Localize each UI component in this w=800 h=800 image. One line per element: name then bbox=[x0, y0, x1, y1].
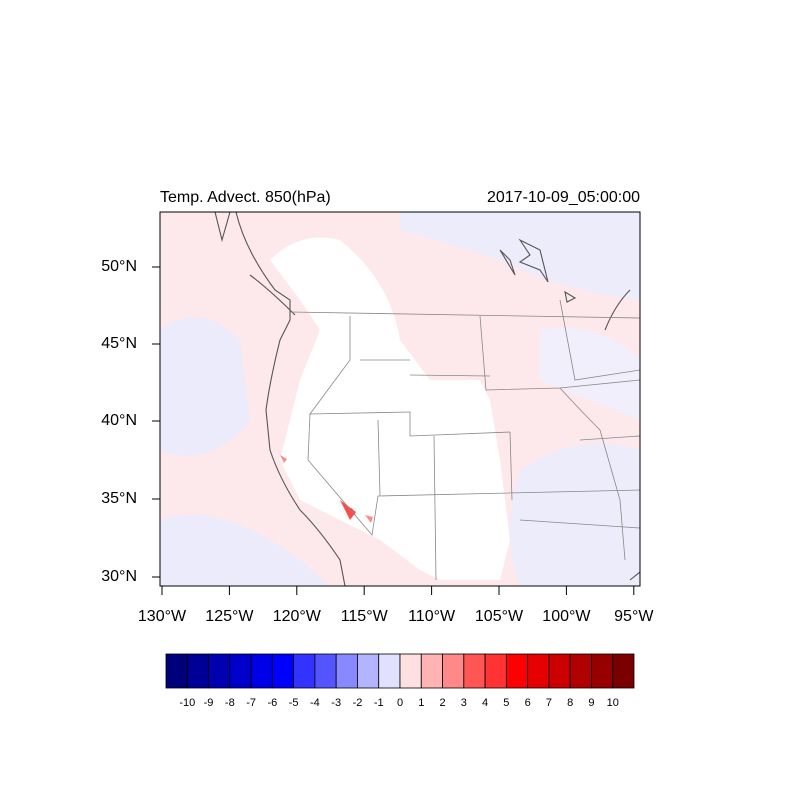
lon-label: 105°W bbox=[475, 608, 524, 625]
title-right: 2017-10-09_05:00:00 bbox=[487, 189, 640, 206]
colorbar-label: 1 bbox=[418, 697, 424, 709]
colorbar-label: -1 bbox=[374, 697, 384, 709]
lon-label: 125°W bbox=[205, 608, 254, 625]
colorbar-label: -5 bbox=[289, 697, 299, 709]
colorbar-label: -7 bbox=[246, 697, 256, 709]
colorbar-label: -6 bbox=[267, 697, 277, 709]
lat-label: 50°N bbox=[101, 258, 137, 275]
colorbar-box bbox=[484, 653, 507, 689]
colorbar-label: -10 bbox=[179, 697, 195, 709]
colorbar-label: -2 bbox=[353, 697, 363, 709]
colorbar-box bbox=[612, 653, 635, 689]
colorbar-box bbox=[165, 653, 188, 689]
map-field bbox=[160, 212, 640, 586]
colorbar-label: 3 bbox=[461, 697, 467, 709]
lat-label: 30°N bbox=[101, 568, 137, 585]
colorbar-box bbox=[293, 653, 316, 689]
colorbar-box bbox=[314, 653, 337, 689]
title-left: Temp. Advect. 850(hPa) bbox=[160, 189, 331, 206]
colorbar-label: 8 bbox=[567, 697, 573, 709]
colorbar-label: 2 bbox=[439, 697, 445, 709]
lon-label: 120°W bbox=[273, 608, 322, 625]
lon-label: 110°W bbox=[408, 608, 456, 625]
colorbar-label: -4 bbox=[310, 697, 320, 709]
colorbar-label: -3 bbox=[331, 697, 341, 709]
colorbar-label: 6 bbox=[525, 697, 531, 709]
lon-label: 95°W bbox=[614, 608, 654, 625]
colorbar-label: 9 bbox=[588, 697, 594, 709]
colorbar-box bbox=[186, 653, 209, 689]
map-frame bbox=[159, 211, 641, 587]
colorbar-box bbox=[420, 653, 443, 689]
colorbar-box bbox=[208, 653, 231, 689]
colorbar-box bbox=[335, 653, 358, 689]
colorbar-label: 5 bbox=[503, 697, 509, 709]
lon-label: 100°W bbox=[542, 608, 591, 625]
colorbar-label: 7 bbox=[546, 697, 552, 709]
colorbar-box bbox=[505, 653, 529, 689]
colorbar-box bbox=[399, 653, 422, 689]
lat-label: 40°N bbox=[101, 412, 137, 429]
colorbar-box bbox=[463, 653, 486, 689]
lat-label: 35°N bbox=[101, 490, 137, 507]
colorbar-label: 4 bbox=[482, 697, 488, 709]
colorbar-box bbox=[527, 653, 550, 689]
lat-label: 45°N bbox=[101, 335, 137, 352]
colorbar-box bbox=[357, 653, 380, 689]
colorbar-label: -9 bbox=[204, 697, 214, 709]
colorbar-label: 10 bbox=[607, 697, 619, 709]
colorbar-box bbox=[591, 653, 614, 689]
colorbar-box bbox=[569, 653, 592, 689]
colorbar-label: -8 bbox=[225, 697, 235, 709]
lon-label: 115°W bbox=[341, 608, 389, 625]
colorbar-box bbox=[250, 653, 273, 689]
colorbar-box bbox=[548, 653, 571, 689]
colorbar-label: 0 bbox=[397, 697, 403, 709]
colorbar-box bbox=[442, 653, 465, 689]
colorbar-box bbox=[229, 653, 252, 689]
lon-label: 130°W bbox=[138, 608, 187, 625]
colorbar-box bbox=[378, 653, 401, 689]
colorbar-box bbox=[271, 653, 295, 689]
